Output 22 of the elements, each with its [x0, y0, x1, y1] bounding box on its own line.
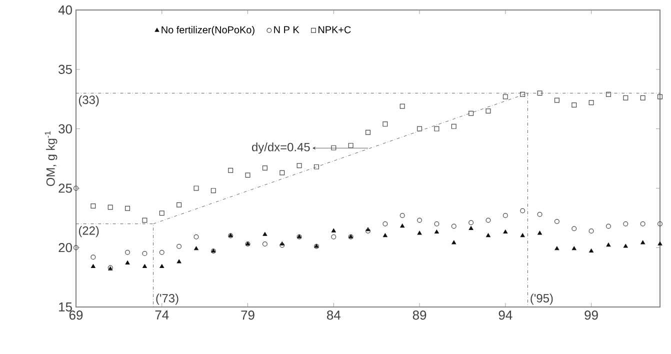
y-tick-label: 30 [58, 124, 72, 134]
x-tick-label: 74 [155, 310, 169, 320]
x-tick-label: 69 [69, 310, 83, 320]
x-tick-label: 94 [498, 310, 512, 320]
annotation: dy/dx=0.45 [252, 142, 310, 154]
legend-label: NPK+C [318, 26, 351, 34]
legend-label: No fertilizer(NoPoKo) [162, 26, 254, 36]
y-tick-label: 40 [58, 5, 72, 15]
x-tick-label: 99 [584, 310, 598, 320]
y-axis-title: OM, g kg$^{-1}$ [44, 131, 58, 186]
x-tick-label: 89 [412, 310, 426, 320]
x-tick-label: 84 [327, 310, 340, 320]
y-tick-label: 15 [59, 302, 72, 312]
y-tick-label: 35 [58, 64, 72, 74]
annotation: (22) [78, 226, 99, 238]
x-tick-label: 79 [241, 310, 254, 320]
y-tick-label: 20 [58, 243, 72, 252]
ref-line-label: (33) [78, 95, 99, 106]
legend-label: N P K [274, 26, 300, 34]
annotation: ('95) [530, 294, 553, 305]
y-tick-label: 25 [58, 184, 72, 193]
annotation: ('73) [156, 294, 178, 305]
